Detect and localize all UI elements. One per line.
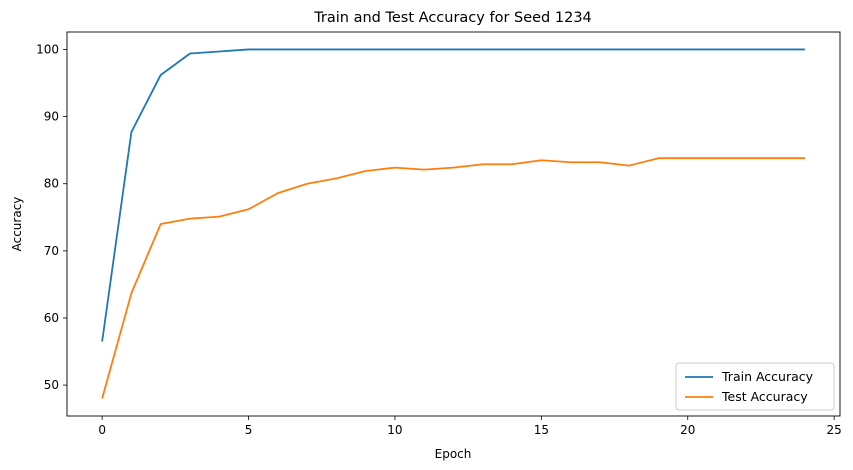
legend-label-test: Test Accuracy xyxy=(721,389,808,404)
y-tick-label: 100 xyxy=(36,42,59,56)
y-axis: 50 60 70 80 90 100 xyxy=(36,42,67,392)
y-tick-label: 60 xyxy=(44,311,59,325)
legend: Train Accuracy Test Accuracy xyxy=(675,362,835,411)
x-tick-label: 15 xyxy=(534,423,549,437)
x-tick-label: 25 xyxy=(827,423,842,437)
y-tick-label: 80 xyxy=(44,177,59,191)
y-tick-label: 70 xyxy=(44,244,59,258)
legend-box xyxy=(675,362,835,411)
chart-title: Train and Test Accuracy for Seed 1234 xyxy=(313,10,592,26)
x-tick-label: 20 xyxy=(680,423,695,437)
plot-frame xyxy=(66,31,841,417)
test-accuracy-line xyxy=(101,157,805,399)
y-axis-label: Accuracy xyxy=(10,197,24,252)
series-lines xyxy=(101,48,805,399)
x-tick-label: 0 xyxy=(98,423,106,437)
y-tick-label: 50 xyxy=(44,378,59,392)
x-axis: 0 5 10 15 20 25 xyxy=(98,416,842,437)
legend-label-train: Train Accuracy xyxy=(721,369,814,384)
train-accuracy-line xyxy=(101,48,805,342)
x-tick-label: 5 xyxy=(245,423,253,437)
x-axis-label: Epoch xyxy=(435,447,472,461)
x-tick-label: 10 xyxy=(387,423,402,437)
y-tick-label: 90 xyxy=(44,110,59,124)
